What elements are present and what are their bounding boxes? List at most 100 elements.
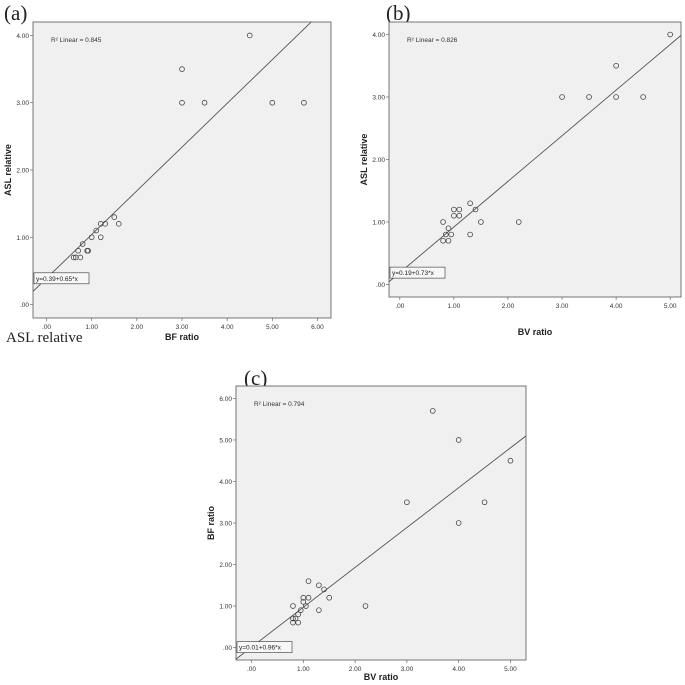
data-point [429,408,436,414]
data-point [559,94,565,100]
data-point [75,247,81,254]
data-point [362,603,369,609]
x-tick-label: 5.00 [504,666,517,673]
r2-label: R² Linear = 0.826 [407,37,458,44]
y-tick-label: .00 [20,302,29,309]
x-tick-label: 5.00 [266,324,279,331]
data-point [85,247,91,254]
x-tick-label: 5.00 [664,303,677,310]
equation-label: y=0.19+0.73*x [392,270,435,277]
x-tick-label: 4.00 [221,324,234,331]
data-point [478,219,484,225]
panel-label-c: (c) [244,366,268,390]
x-tick-label: 4.00 [610,303,623,310]
data-point [246,32,253,39]
data-point [442,231,449,238]
y-tick-label: .00 [223,645,232,652]
x-tick-label: 4.00 [452,666,465,673]
data-point [507,457,514,464]
x-tick-label: .00 [395,303,404,310]
data-point [455,520,462,526]
x-tick-label: 1.00 [297,666,310,673]
data-point [404,499,410,506]
data-point [179,66,185,72]
data-point [88,234,95,241]
y-axis-title: BF ratio [206,506,216,541]
x-axis-title: BF ratio [165,332,200,342]
r2-label: R² Linear = 0.794 [254,401,305,408]
x-tick-label: 1.00 [85,324,98,331]
data-point [70,254,77,261]
data-point [303,603,309,609]
data-point [321,586,327,593]
x-tick-label: 2.00 [349,666,362,673]
data-point [305,594,312,601]
data-point [640,94,646,100]
r2-label: R² Linear = 0.845 [51,37,102,44]
data-point [316,582,322,589]
data-point [292,615,299,622]
data-point [451,212,457,219]
y-tick-label: 2.00 [372,157,385,164]
y-tick-label: 3.00 [219,521,232,528]
data-point [472,206,479,213]
data-point [115,221,122,227]
data-point [515,219,522,225]
data-point [467,231,473,238]
data-point [586,94,592,100]
data-point [481,499,488,506]
data-point [445,225,452,232]
y-tick-label: 4.00 [219,479,232,486]
y-tick-label: 4.00 [372,32,385,39]
x-axis-title: BV ratio [364,672,399,682]
y-axis-title: ASL relative [359,134,369,186]
y-tick-label: 5.00 [219,437,232,444]
data-point [445,237,452,244]
fit-line [236,435,526,660]
panel-label-b: (b) [386,1,411,25]
data-point [300,599,307,605]
equation-label: y=0.39+0.65*x [36,276,79,283]
x-axis-title: BV ratio [518,327,553,337]
data-point [467,200,473,207]
x-tick-label: 1.00 [448,303,461,310]
data-point [448,231,454,238]
fit-line [389,35,681,283]
data-point [455,437,462,443]
data-point [316,607,322,613]
data-point [456,212,463,219]
panel-label-a: (a) [4,1,28,25]
data-point [297,607,304,613]
y-tick-label: 6.00 [219,396,232,403]
data-point [290,603,296,609]
chart-1: .00 1.00 2.00 3.00 4.00 5.00 6.00 .00 1.00 2.00 3.… [3,21,332,342]
fit-line [33,22,312,292]
equation-label: y=0.01+0.96*x [239,645,282,652]
data-point [456,206,463,213]
stray-caption-text: ASL relative [6,330,83,346]
x-tick-label: 3.00 [401,666,414,673]
x-tick-label: 3.00 [556,303,569,310]
plot-area [235,385,527,661]
y-tick-label: 3.00 [372,95,385,102]
x-tick-label: .00 [42,324,51,331]
y-tick-label: 1.00 [219,604,232,611]
data-point [111,214,118,220]
y-tick-label: 3.00 [16,100,29,107]
data-point [102,221,109,227]
x-tick-label: 6.00 [311,324,324,331]
data-point [179,99,185,106]
y-tick-label: 4.00 [16,33,29,40]
x-tick-label: 2.00 [131,324,144,331]
chart-2: .00 1.00 2.00 3.00 4.00 5.00 .00 1.00 2.00 3.00 4.… [359,21,682,337]
y-tick-label: 1.00 [16,235,29,242]
data-point [77,254,84,261]
y-tick-label: 2.00 [16,168,29,175]
data-point [440,219,446,225]
plot-area [388,21,682,298]
data-point [667,31,673,38]
data-point [201,99,208,106]
y-tick-label: 1.00 [372,220,385,227]
equation-box [236,641,293,653]
